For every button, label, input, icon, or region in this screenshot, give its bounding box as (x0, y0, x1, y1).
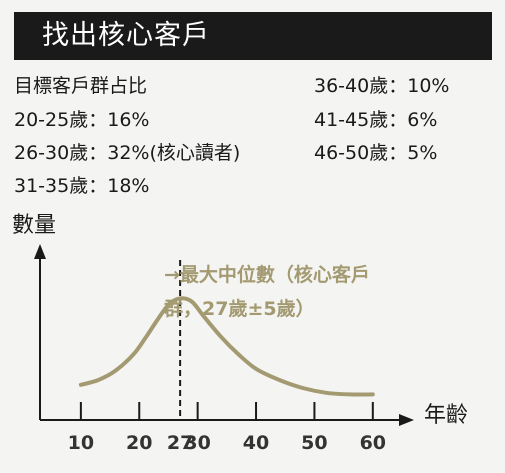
x-tick-label: 40 (242, 432, 270, 454)
stats-heading: 目標客戶群占比 (14, 75, 148, 97)
stat-row-31-35: 31-35歲：18% (14, 174, 149, 198)
stat-label: 36-40歲 (314, 75, 389, 97)
stat-row-41-45: 41-45歲：6% (314, 108, 437, 132)
y-axis-arrow-icon (34, 244, 46, 259)
x-tick-label: 10 (67, 432, 95, 454)
stat-separator: ： (388, 75, 408, 97)
stat-label: 31-35歲 (14, 175, 89, 197)
stat-row-46-50: 46-50歲：5% (314, 141, 437, 165)
stat-separator: ： (388, 109, 408, 131)
x-axis-arrow-icon (399, 414, 414, 426)
stat-row-36-40: 36-40歲：10% (314, 74, 449, 98)
title-banner: 找出核心客戶 (14, 12, 492, 60)
x-tick-label: 20 (126, 432, 153, 454)
stat-separator: ： (88, 109, 108, 131)
y-axis-label: 數量 (12, 213, 57, 238)
median-annotation-line-1: →最大中位數（核心客戶 (164, 264, 370, 286)
distribution-curve (78, 296, 375, 397)
stat-row-26-30: 26-30歲：32%(核心讀者) (14, 141, 240, 165)
stat-separator: ： (88, 142, 108, 164)
x-tick-label: 50 (301, 432, 328, 454)
x-tick-label: 60 (359, 432, 387, 454)
stat-label: 46-50歲 (314, 142, 389, 164)
stat-value: 6% (407, 109, 438, 131)
stat-separator: ： (388, 142, 408, 164)
stat-value: 16% (107, 109, 150, 131)
stat-value: 32%(核心讀者) (107, 142, 241, 164)
stat-value: 5% (407, 142, 438, 164)
stat-label: 41-45歲 (314, 109, 389, 131)
page-title: 找出核心客戶 (42, 20, 210, 51)
x-tick-label: 27 (166, 432, 194, 454)
x-tick-label: 30 (184, 432, 211, 454)
stat-label: 20-25歲 (14, 109, 89, 131)
stat-row-20-25: 20-25歲：16% (14, 108, 149, 132)
stat-label: 26-30歲 (14, 142, 89, 164)
stat-value: 10% (407, 75, 450, 97)
stat-separator: ： (88, 175, 108, 197)
median-annotation-line-2: 群，27歲±5歲） (164, 298, 315, 320)
stat-value: 18% (107, 175, 150, 197)
x-ticks (79, 402, 374, 420)
x-axis-label: 年齡 (424, 403, 469, 428)
